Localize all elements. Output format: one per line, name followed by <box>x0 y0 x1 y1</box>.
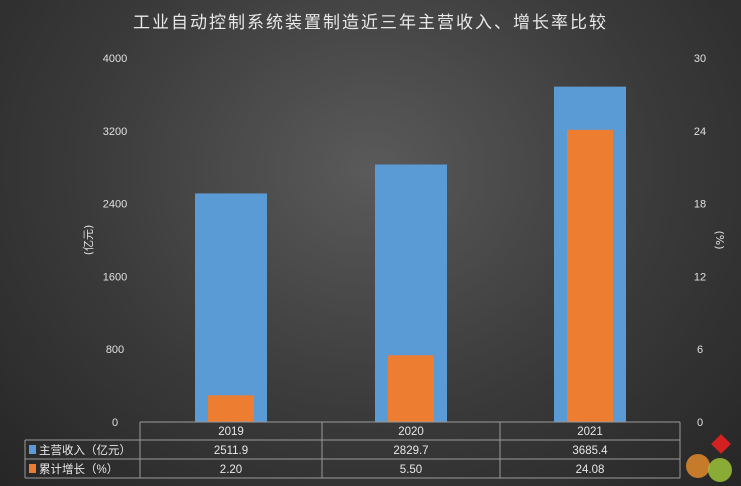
data-label: 2829.7 <box>393 445 428 457</box>
y-axis-label: (亿元) <box>82 225 95 256</box>
gear-icon <box>708 458 732 482</box>
y-tick-label: 4000 <box>103 53 127 65</box>
y-tick-label: 800 <box>106 344 124 356</box>
legend-label: 累计增长（%） <box>39 462 118 476</box>
x-tick-label: 2019 <box>218 426 244 438</box>
y2-tick-label: 24 <box>694 126 706 138</box>
chart-title: 工业自动控制系统装置制造近三年主营收入、增长率比较 <box>133 13 608 33</box>
bar-growth <box>567 129 613 422</box>
y-tick-label: 2400 <box>103 199 127 211</box>
data-label: 3685.4 <box>572 445 608 457</box>
x-tick-label: 2020 <box>398 426 424 438</box>
y-tick-label: 0 <box>112 417 118 429</box>
y-tick-label: 3200 <box>103 126 127 138</box>
x-tick-label: 2021 <box>577 426 603 438</box>
serkon-watermark-logo <box>686 434 732 482</box>
y2-axis-label: (%) <box>713 230 726 249</box>
data-label: 24.08 <box>576 464 605 476</box>
y2-tick-label: 18 <box>694 199 706 211</box>
bar-growth <box>388 355 434 422</box>
bar-revenue <box>195 193 267 422</box>
gear-icon <box>686 454 710 478</box>
y-tick-label: 1600 <box>103 271 127 283</box>
data-label: 2511.9 <box>214 445 248 457</box>
legend-swatch <box>29 445 36 454</box>
legend-label: 主营收入（亿元） <box>39 443 131 457</box>
bar-growth <box>208 395 254 422</box>
data-label: 5.50 <box>400 464 422 476</box>
y2-tick-label: 30 <box>694 53 706 65</box>
brand-diamond-icon <box>711 434 731 454</box>
y2-tick-label: 6 <box>697 344 703 356</box>
legend-swatch <box>29 464 36 473</box>
y2-tick-label: 0 <box>697 417 703 429</box>
data-label: 2.20 <box>220 464 242 476</box>
y2-tick-label: 12 <box>694 271 706 283</box>
